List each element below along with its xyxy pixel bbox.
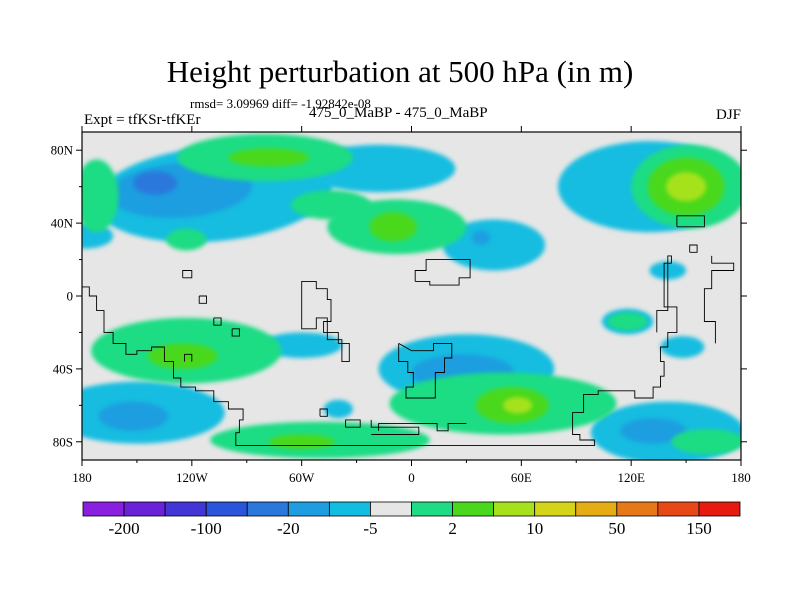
colorbar-swatch <box>123 501 166 517</box>
coastline <box>398 342 453 399</box>
colorbar-swatch <box>370 501 412 517</box>
x-tick-label: 120W <box>176 470 209 485</box>
contour-region <box>268 434 335 450</box>
y-tick-label: 0 <box>67 289 74 304</box>
contour-region <box>665 172 707 202</box>
coastlines <box>82 215 735 446</box>
coastline <box>345 419 361 428</box>
contour-region <box>98 401 169 431</box>
coastline <box>378 423 467 432</box>
season-label: DJF <box>715 107 741 123</box>
colorbar-label: 150 <box>686 519 712 538</box>
contour-region <box>323 399 353 419</box>
coastline <box>231 328 240 337</box>
coastline <box>689 244 698 253</box>
chart-title: Height perturbation at 500 hPa (in m) <box>166 54 634 89</box>
colorbar-swatch <box>287 501 330 517</box>
x-tick-label: 120E <box>617 470 645 485</box>
colorbar-swatch <box>164 501 207 517</box>
contour-region <box>82 159 119 233</box>
colorbar: -200 -100 -20 -5 2 10 50 150 <box>82 501 741 538</box>
contour-region <box>147 343 218 369</box>
chart-subtitle-rmsd: rmsd= 3.09969 diff= -1.92842e-08 <box>190 96 371 111</box>
contour-region <box>166 228 207 251</box>
center-label: 475_0_MaBP - 475_0_MaBP <box>309 105 488 121</box>
colorbar-label: -5 <box>363 519 377 538</box>
contour-region <box>620 418 687 444</box>
colorbar-swatch <box>616 501 659 517</box>
coastline <box>703 255 735 344</box>
x-axis: 180 120W 60W 0 60E 120E 180 <box>72 126 751 485</box>
contour-region <box>261 332 342 358</box>
colorbar-swatch <box>657 501 700 517</box>
coastline <box>198 295 207 304</box>
colorbar-swatch <box>534 501 577 517</box>
coastline <box>82 255 678 446</box>
contour-region <box>369 212 417 242</box>
colorbar-swatch <box>328 501 371 517</box>
colorbar-swatch <box>452 501 495 517</box>
x-tick-label: 60E <box>511 470 532 485</box>
colorbar-label: 10 <box>526 519 543 538</box>
colorbar-swatch <box>82 501 125 517</box>
colorbar-swatch <box>205 501 248 517</box>
colorbar-swatch <box>575 501 618 517</box>
contour-region <box>228 148 309 167</box>
x-tick-label: 180 <box>72 470 92 485</box>
coastline <box>182 270 193 279</box>
contour-region <box>133 171 178 195</box>
coastline <box>184 353 193 362</box>
colorbar-swatch <box>493 501 536 517</box>
colorbar-label: 2 <box>448 519 457 538</box>
colorbar-label: 50 <box>608 519 625 538</box>
coastline <box>370 419 420 435</box>
x-tick-label: 60W <box>289 470 315 485</box>
colorbar-label: -200 <box>108 519 139 538</box>
colorbar-swatch <box>698 501 741 517</box>
colorbar-swatch <box>411 501 453 517</box>
y-axis: 80N 40N 0 40S 80S <box>51 143 747 449</box>
coastline <box>301 280 350 363</box>
contour-region <box>442 219 546 271</box>
coastline <box>414 259 471 286</box>
x-tick-label: 180 <box>731 470 751 485</box>
colorbar-label: -20 <box>277 519 300 538</box>
colorbar-label: -100 <box>191 519 222 538</box>
contour-field <box>82 133 741 460</box>
contour-region <box>471 230 491 245</box>
coastline <box>213 317 222 326</box>
coastline <box>676 215 705 228</box>
y-tick-label: 40S <box>53 361 73 376</box>
colorbar-swatch <box>246 501 289 517</box>
contour-region <box>671 429 741 455</box>
y-tick-label: 80N <box>51 143 74 158</box>
contour-region <box>503 397 533 414</box>
y-tick-label: 80S <box>53 434 73 449</box>
contour-region <box>607 312 648 331</box>
x-tick-label: 0 <box>408 470 415 485</box>
experiment-label: Expt = tfKSr-tfKEr <box>84 112 201 128</box>
y-tick-label: 40N <box>51 216 74 231</box>
contour-region <box>660 336 705 358</box>
coastline <box>319 408 328 417</box>
